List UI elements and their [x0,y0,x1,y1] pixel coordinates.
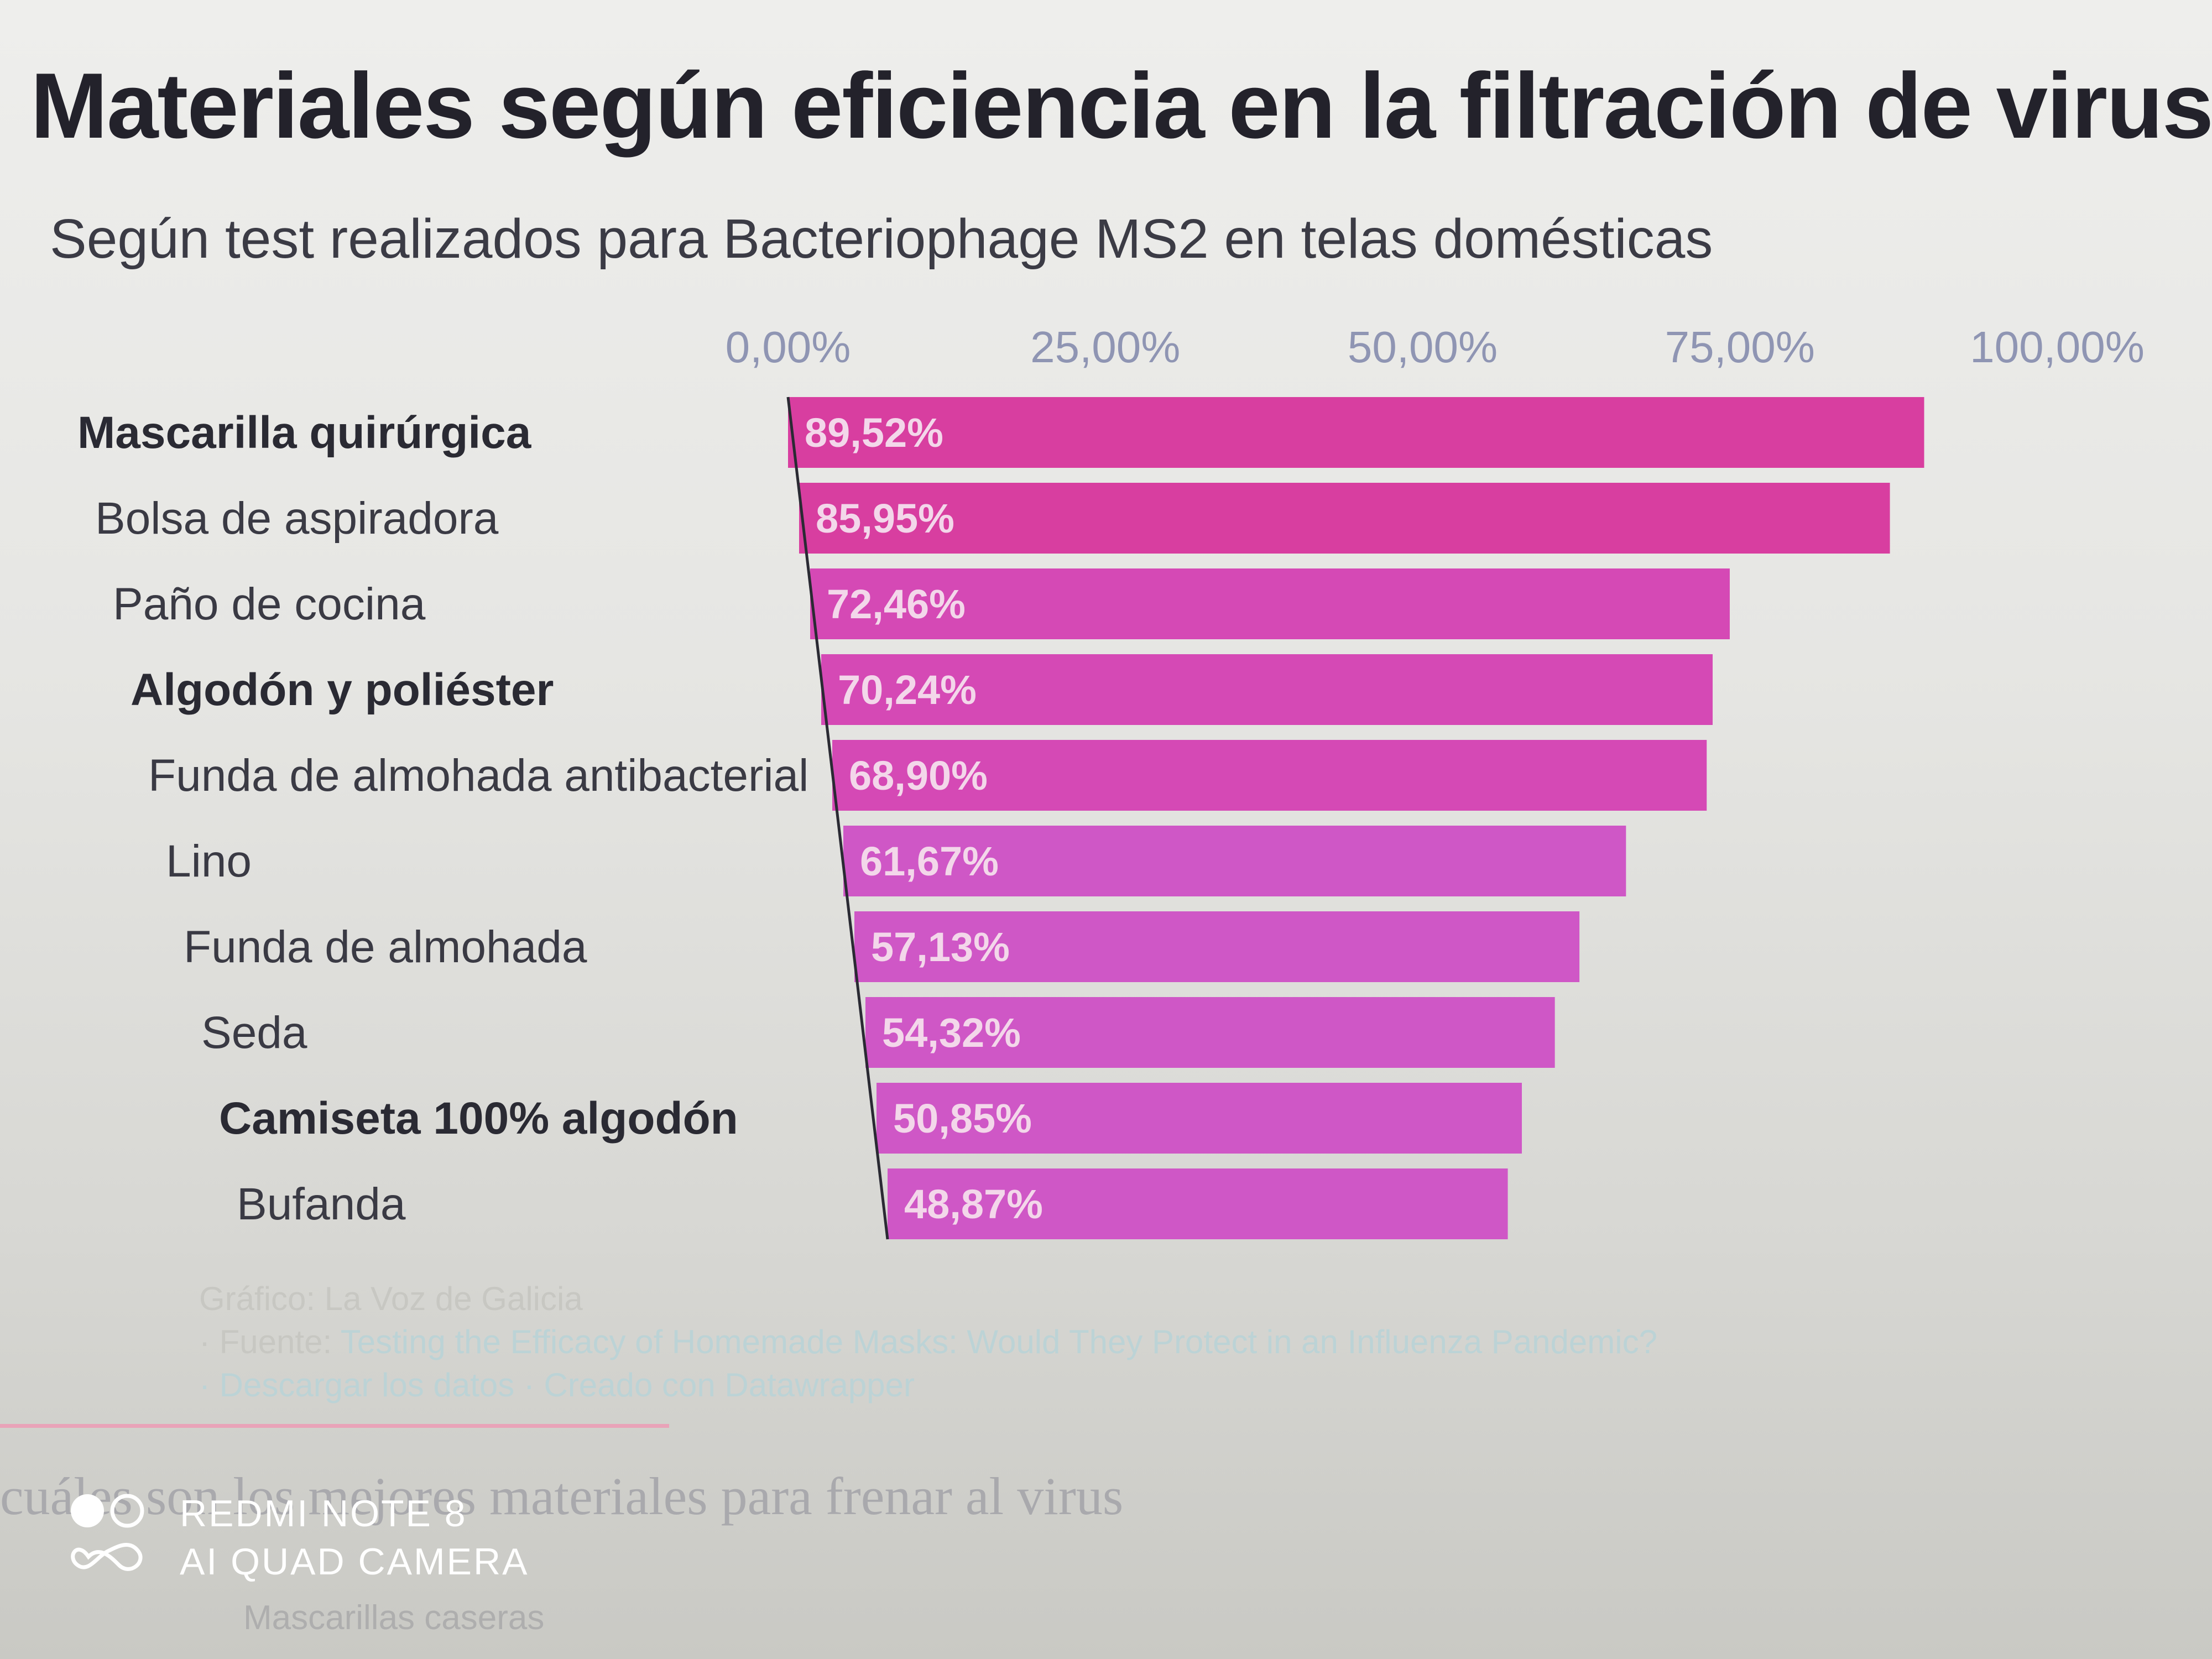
bar-value-label: 85,95% [816,495,954,541]
bar-value-label: 50,85% [893,1095,1032,1141]
x-tick-label: 50,00% [1348,322,1498,372]
category-label: Camiseta 100% algodón [219,1093,738,1144]
camera-watermark: REDMI NOTE 8 AI QUAD CAMERA [66,1488,564,1598]
bar [788,397,1924,468]
category-label: Funda de almohada antibacterial [148,750,808,801]
x-tick-label: 25,00% [1030,322,1180,372]
chart-title: Materiales según eficiencia en la filtra… [30,54,2212,158]
category-label: Bufanda [237,1179,406,1229]
credit-graphic: Gráfico: La Voz de Galicia [199,1280,583,1317]
bar-chart: 0,00% 25,00% 50,00% 75,00% 100,00% Mascarill… [77,322,2145,1240]
y-axis-line [786,397,889,1240]
chart-credits: Gráfico: La Voz de Galicia · Fuente: Tes… [199,1277,1969,1407]
bar-value-label: 72,46% [827,581,966,627]
bar-value-label: 61,67% [860,838,999,884]
camera-logo-icon [71,1494,144,1571]
article-list-item: Mascarillas caseras [243,1599,545,1637]
bars: Mascarilla quirúrgica 89,52% Bolsa de aspi… [77,397,1924,1240]
category-label: Bolsa de aspiradora [95,493,499,544]
bar [854,911,1580,982]
bar [877,1083,1522,1154]
credit-source: · Fuente: Testing the Efficacy of Homema… [199,1321,1969,1364]
bar-value-label: 48,87% [904,1181,1043,1227]
section-separator [0,1424,669,1428]
download-data-link[interactable]: · Descargar los datos [199,1366,515,1404]
credit-links: · Descargar los datos · Creado con Dataw… [199,1364,1969,1407]
credit-source-prefix: · Fuente: [199,1323,332,1360]
bar [843,826,1626,896]
watermark-camera: AI QUAD CAMERA [180,1541,529,1583]
watermark-model: REDMI NOTE 8 [180,1493,467,1535]
bar-value-label: 54,32% [882,1010,1021,1056]
bar-value-label: 89,52% [805,410,943,456]
bar [888,1168,1508,1239]
article-heading: cuáles son los mejores materiales para f… [0,1467,1124,1526]
category-label: Paño de cocina [113,579,426,629]
bar-value-label: 70,24% [838,667,977,713]
category-label: Funda de almohada [184,922,587,972]
source-link[interactable]: Testing the Efficacy of Homemade Masks: … [340,1323,1657,1360]
x-axis-ticks: 0,00% 25,00% 50,00% 75,00% 100,00% [726,322,2145,372]
x-tick-label: 75,00% [1665,322,1815,372]
bar [799,483,1890,554]
bar [810,568,1730,639]
bar [821,654,1713,725]
chart-subtitle: Según test realizados para Bacteriophage… [50,208,1713,270]
x-tick-label: 100,00% [1970,322,2145,372]
bar [832,740,1707,811]
bar-value-label: 68,90% [849,753,988,799]
category-label: Algodón y poliéster [131,665,554,715]
bar-value-label: 57,13% [871,924,1010,970]
category-label: Lino [166,836,252,886]
datawrapper-link[interactable]: · Creado con Datawrapper [523,1366,915,1404]
category-label: Mascarilla quirúrgica [77,408,532,458]
x-tick-label: 0,00% [726,322,851,372]
bar [865,997,1555,1068]
category-label: Seda [201,1008,307,1058]
